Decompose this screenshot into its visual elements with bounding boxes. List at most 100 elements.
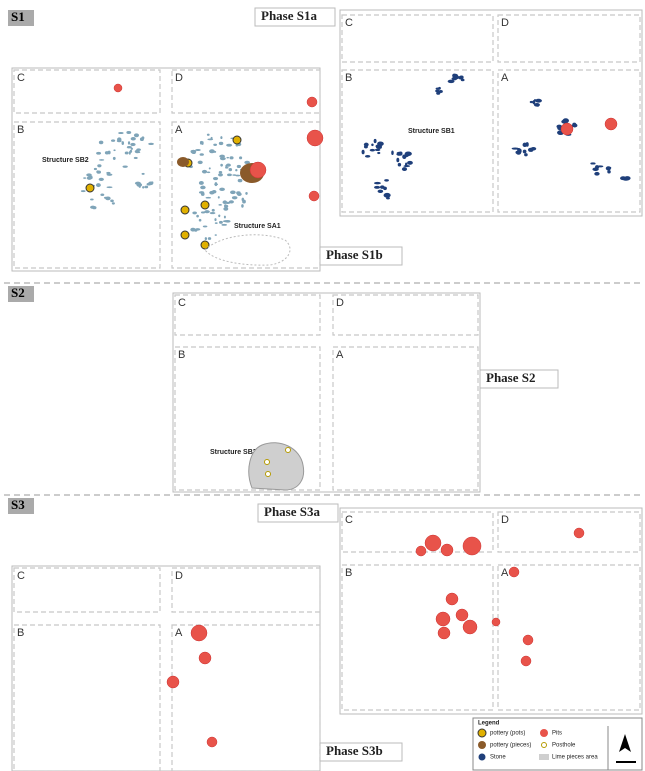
- section-label: S2: [11, 285, 25, 300]
- stone: [606, 166, 611, 170]
- stone: [96, 152, 101, 155]
- quadrant-label: D: [175, 570, 183, 582]
- stone: [134, 133, 139, 137]
- stone: [225, 167, 229, 169]
- structure-label: Structure SA1: [234, 223, 281, 230]
- pit: [250, 162, 266, 178]
- stone: [191, 150, 197, 154]
- stone: [90, 206, 95, 209]
- stone: [384, 179, 389, 181]
- section-label: S1: [11, 9, 25, 24]
- pottery: [201, 201, 209, 209]
- stone: [230, 190, 236, 194]
- stone: [224, 216, 226, 219]
- legend-symbol: [540, 729, 548, 737]
- quadrant-label: A: [501, 567, 509, 579]
- stone: [364, 145, 368, 148]
- stone: [212, 209, 215, 212]
- stone: [374, 182, 381, 184]
- stone: [113, 157, 116, 160]
- stone: [214, 218, 216, 221]
- stone: [142, 136, 145, 139]
- pit: [425, 535, 441, 551]
- pit: [509, 567, 519, 577]
- pit: [309, 191, 319, 201]
- stone: [225, 202, 230, 204]
- stone: [105, 151, 109, 154]
- stone: [239, 156, 242, 159]
- legend-label: Lime pieces area: [552, 755, 598, 761]
- stone: [227, 174, 232, 177]
- pit: [307, 97, 317, 107]
- stone: [572, 123, 576, 127]
- pottery: [181, 231, 189, 239]
- phase-label: Phase S1a: [261, 8, 317, 23]
- stone: [90, 198, 94, 200]
- pit: [463, 537, 481, 555]
- pit: [167, 676, 179, 688]
- stone: [384, 193, 391, 198]
- phase-label: Phase S1b: [326, 247, 383, 262]
- legend-label: Stone: [490, 755, 506, 761]
- pit: [441, 544, 453, 556]
- stone: [139, 186, 141, 188]
- stone: [202, 170, 207, 174]
- stone: [374, 186, 380, 189]
- stone: [213, 144, 217, 146]
- stone: [81, 190, 86, 192]
- stone: [376, 146, 382, 149]
- phase-panel: [340, 508, 642, 714]
- legend-symbol: [478, 741, 486, 749]
- quadrant-label: A: [175, 124, 183, 136]
- stone: [131, 137, 136, 141]
- stone: [111, 139, 115, 142]
- stone: [226, 157, 229, 159]
- stone: [219, 188, 225, 191]
- legend-symbol: [539, 754, 549, 760]
- quadrant-label: B: [17, 124, 24, 136]
- stone: [218, 214, 220, 217]
- stone: [391, 150, 394, 155]
- stone: [125, 151, 129, 154]
- stone: [99, 141, 104, 145]
- stone: [135, 182, 141, 185]
- stone: [378, 190, 384, 193]
- stone: [523, 150, 527, 154]
- stone: [456, 76, 459, 79]
- quadrant-label: A: [501, 72, 509, 84]
- stone: [590, 162, 595, 164]
- stone: [123, 165, 128, 167]
- legend-label: pottery (pots): [490, 731, 525, 737]
- stone: [128, 141, 130, 144]
- pit: [191, 625, 207, 641]
- stone: [200, 186, 206, 190]
- structure-label: Structure SB3: [210, 449, 257, 456]
- phase-panel: [12, 566, 320, 771]
- stone: [118, 132, 123, 134]
- stone: [97, 171, 101, 174]
- pit: [436, 612, 450, 626]
- pit: [307, 130, 323, 146]
- stone: [208, 237, 211, 240]
- quadrant-label: C: [178, 297, 186, 309]
- quadrant-label: B: [17, 627, 24, 639]
- phase-label: Phase S3a: [264, 504, 320, 519]
- stone: [209, 167, 211, 169]
- stone: [218, 173, 223, 176]
- stone: [396, 153, 402, 156]
- stone: [232, 174, 236, 176]
- stone: [220, 164, 223, 167]
- stone: [362, 150, 365, 155]
- pottery: [181, 206, 189, 214]
- pit: [446, 593, 458, 605]
- stone: [224, 205, 228, 208]
- stone: [375, 149, 380, 151]
- stone: [531, 147, 537, 151]
- stone: [207, 138, 213, 140]
- stone: [206, 197, 211, 199]
- stone: [219, 142, 223, 145]
- pit: [114, 84, 122, 92]
- stone: [402, 167, 407, 171]
- legend-title: Legend: [478, 721, 500, 727]
